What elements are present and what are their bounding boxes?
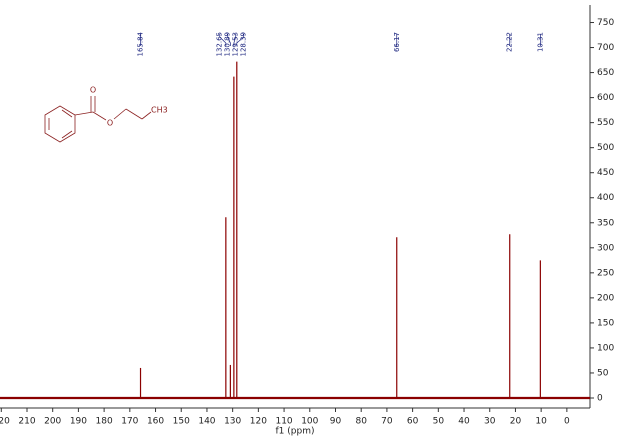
x-tick-label: 60 bbox=[407, 417, 419, 427]
x-tick-label: 120 bbox=[250, 417, 267, 427]
x-tick-label: 0 bbox=[564, 417, 570, 427]
x-tick-label: 130 bbox=[224, 417, 241, 427]
y-tick-label: 700 bbox=[597, 43, 614, 53]
x-tick-label: 200 bbox=[44, 417, 61, 427]
x-tick-label: 190 bbox=[70, 417, 87, 427]
peak-label: 129.53 bbox=[232, 32, 240, 57]
bond bbox=[61, 109, 73, 118]
y-tick-label: 600 bbox=[597, 93, 614, 103]
x-tick-label: 50 bbox=[433, 417, 445, 427]
x-tick-label: 140 bbox=[198, 417, 215, 427]
x-tick-label: 70 bbox=[381, 417, 393, 427]
x-tick-label: 30 bbox=[484, 417, 496, 427]
y-tick-label: 750 bbox=[597, 18, 614, 28]
x-tick-label: 40 bbox=[458, 417, 470, 427]
y-tick-label: 650 bbox=[597, 68, 614, 78]
peak-leader bbox=[236, 34, 245, 46]
x-axis-label: f1 (ppm) bbox=[276, 427, 315, 436]
atom-label: O bbox=[107, 119, 113, 128]
peak-leader bbox=[219, 34, 227, 46]
atom-label: O bbox=[90, 86, 96, 95]
bond bbox=[74, 111, 94, 116]
x-tick-label: 10 bbox=[535, 417, 547, 427]
atom-label: CH3 bbox=[151, 106, 168, 115]
bond bbox=[61, 130, 73, 139]
y-tick-label: 50 bbox=[597, 368, 609, 378]
peak-label: 128.39 bbox=[240, 32, 248, 57]
y-tick-label: 450 bbox=[597, 168, 614, 178]
bond bbox=[113, 108, 127, 120]
bond bbox=[92, 111, 107, 121]
x-tick-label: 160 bbox=[147, 417, 164, 427]
x-tick-label: 110 bbox=[275, 417, 292, 427]
x-tick-label: 170 bbox=[121, 417, 138, 427]
y-tick-label: 550 bbox=[597, 118, 614, 128]
y-tick-label: 150 bbox=[597, 318, 614, 328]
x-tick-label: 150 bbox=[173, 417, 190, 427]
benzene-ring bbox=[44, 105, 76, 143]
y-tick-label: 250 bbox=[597, 268, 614, 278]
x-tick-label: 100 bbox=[301, 417, 318, 427]
bond bbox=[125, 108, 143, 120]
x-tick-label: 80 bbox=[355, 417, 367, 427]
peak-leader bbox=[227, 34, 231, 46]
y-tick-label: 400 bbox=[597, 193, 614, 203]
y-tick-label: 300 bbox=[597, 243, 614, 253]
x-tick-label: 90 bbox=[330, 417, 342, 427]
y-tick-label: 200 bbox=[597, 293, 614, 303]
peak-leader bbox=[233, 34, 237, 46]
x-tick-label: 20 bbox=[510, 417, 522, 427]
y-tick-label: 100 bbox=[597, 343, 614, 353]
peak-label: 132.65 bbox=[216, 32, 224, 57]
y-tick-label: 0 bbox=[597, 393, 603, 403]
x-tick-label: 180 bbox=[96, 417, 113, 427]
y-tick-label: 350 bbox=[597, 218, 614, 228]
peak-label: 130.89 bbox=[224, 32, 232, 57]
molecule bbox=[44, 96, 152, 143]
bond bbox=[141, 111, 152, 120]
y-tick-label: 500 bbox=[597, 143, 614, 153]
x-tick-label: 220 bbox=[0, 417, 10, 427]
x-tick-label: 210 bbox=[18, 417, 35, 427]
